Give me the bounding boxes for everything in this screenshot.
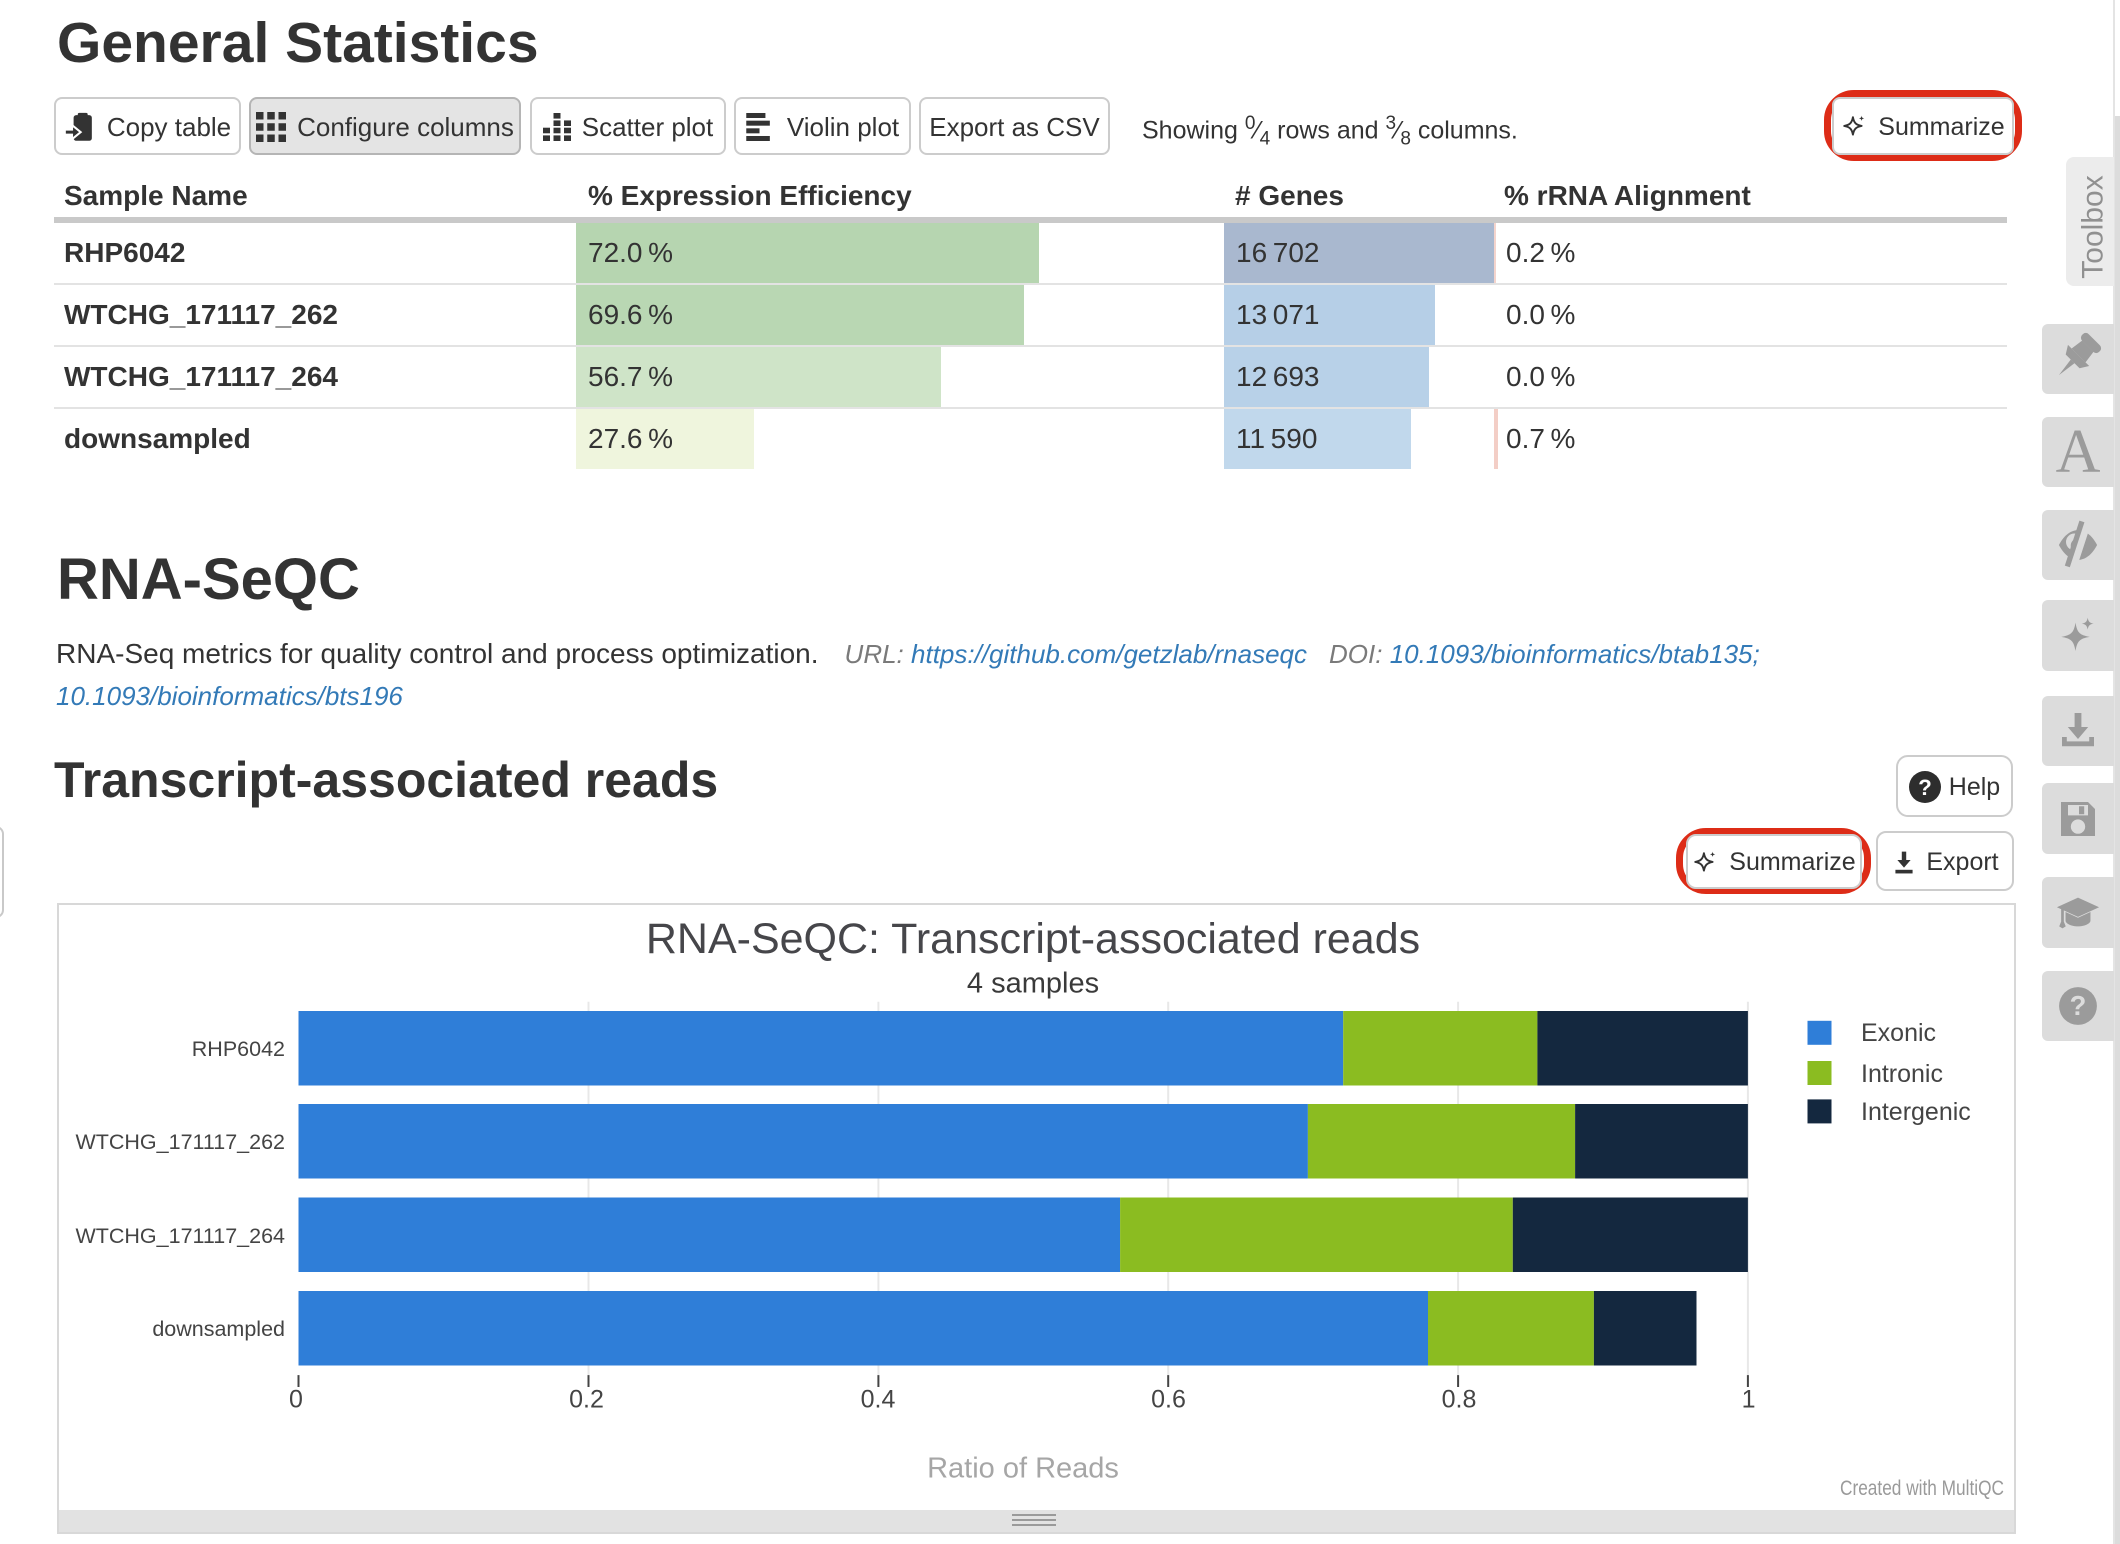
svg-text:0.6: 0.6 bbox=[1151, 1386, 1186, 1414]
svg-text:Intronic: Intronic bbox=[1861, 1060, 1943, 1088]
svg-text:RHP6042: RHP6042 bbox=[192, 1037, 285, 1061]
svg-text:1: 1 bbox=[1742, 1386, 1756, 1414]
svg-text:RNA-SeQC: Transcript-associate: RNA-SeQC: Transcript-associated reads bbox=[646, 915, 1420, 963]
svg-text:Exonic: Exonic bbox=[1861, 1019, 1936, 1047]
svg-text:0.4: 0.4 bbox=[861, 1386, 896, 1414]
svg-text:WTCHG_171117_264: WTCHG_171117_264 bbox=[75, 1224, 285, 1248]
svg-text:4 samples: 4 samples bbox=[967, 968, 1099, 1000]
svg-text:Intergenic: Intergenic bbox=[1861, 1098, 1971, 1126]
svg-text:0.8: 0.8 bbox=[1442, 1386, 1477, 1414]
svg-text:0: 0 bbox=[289, 1386, 303, 1414]
svg-text:WTCHG_171117_262: WTCHG_171117_262 bbox=[75, 1130, 285, 1154]
svg-text:downsampled: downsampled bbox=[152, 1317, 285, 1341]
svg-text:0.2: 0.2 bbox=[569, 1386, 604, 1414]
svg-text:Ratio of Reads: Ratio of Reads bbox=[927, 1453, 1119, 1485]
svg-text:?: ? bbox=[1918, 775, 1932, 800]
svg-text:Created with MultiQC: Created with MultiQC bbox=[1840, 1477, 2004, 1500]
svg-text:?: ? bbox=[2070, 990, 2087, 1021]
